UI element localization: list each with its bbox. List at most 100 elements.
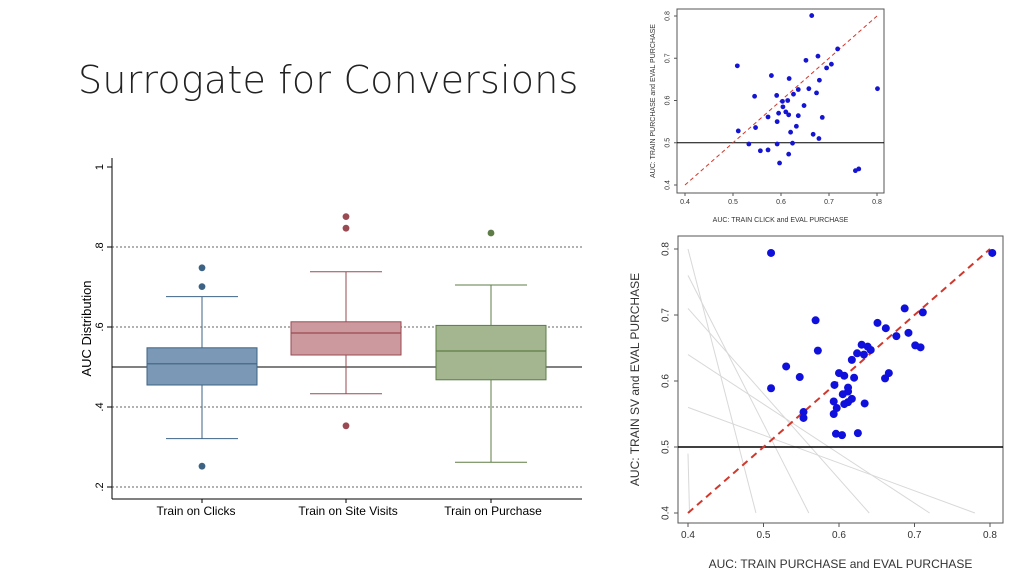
scatter-point [838, 431, 847, 440]
scatter-point [904, 328, 913, 337]
x-tick-label: 0.8 [872, 199, 882, 206]
scatter-point [892, 332, 901, 341]
box-body [146, 347, 258, 386]
y-tick-label: 0.6 [661, 374, 672, 388]
scatter-point [793, 123, 799, 129]
y-axis-label: AUC: TRAIN PURCHASE and EVAL PURCHASE [650, 24, 657, 178]
x-tick-label: 0.5 [728, 199, 738, 206]
x-tick-label: Train on Purchase [444, 504, 542, 518]
scatter-point [734, 63, 740, 69]
scatter-point [746, 141, 752, 147]
scatter-point [853, 168, 858, 174]
background-line [687, 406, 976, 514]
background-line [687, 248, 757, 514]
scatter-point [847, 394, 856, 403]
x-tick-label: 0.6 [776, 199, 786, 206]
outlier-point [487, 229, 495, 237]
scatter-point [799, 413, 808, 422]
y-tick-label: 1 [94, 164, 106, 170]
scatter-point [806, 86, 812, 92]
y-tick-label: 0.7 [664, 53, 671, 63]
scatter-point [881, 324, 890, 333]
y-tick-label: .4 [94, 402, 106, 411]
scatter-point [795, 373, 804, 382]
scatter-point [735, 128, 741, 134]
scatter-point [832, 404, 841, 413]
scatter-point [809, 13, 815, 18]
scatter-point [835, 46, 841, 52]
scatter-point [853, 429, 862, 438]
scatter-point [814, 90, 819, 96]
y-axis-label: AUC Distribution [79, 280, 94, 376]
diagonal-reference-line [687, 248, 991, 514]
box-0 [146, 264, 258, 470]
scatter-point [795, 87, 801, 92]
scatter-point [752, 93, 757, 99]
scatter-point [866, 345, 875, 354]
scatter-point [786, 151, 792, 157]
scatter-point [767, 384, 776, 393]
x-tick-label: 0.8 [983, 530, 997, 541]
y-tick-label: 0.4 [664, 180, 671, 190]
scatter-point [774, 119, 780, 125]
scatter-point [788, 129, 793, 135]
scatter-point [817, 77, 822, 83]
scatter-point [831, 429, 840, 438]
scatter-point [824, 65, 829, 71]
outlier-point [198, 283, 206, 290]
x-tick-label: Train on Clicks [157, 504, 236, 518]
scatter-point [988, 248, 997, 257]
y-tick-label: 0.5 [661, 440, 672, 454]
y-tick-label: 0.4 [661, 506, 672, 520]
outlier-point [342, 224, 350, 232]
scatter-point [776, 110, 781, 116]
x-tick-label: 0.7 [824, 199, 834, 206]
scatter-point [840, 400, 849, 409]
scatter-point [799, 408, 808, 417]
y-axis-label: AUC: TRAIN SV and EVAL PURCHASE [628, 273, 642, 486]
y-tick-label: .8 [94, 242, 106, 251]
scatter-point [786, 112, 792, 118]
x-tick-label: 0.6 [832, 530, 846, 541]
scatter-point [840, 371, 849, 380]
scatter-point [774, 141, 780, 147]
scatter-point [859, 350, 868, 359]
scatter-point [782, 362, 791, 371]
scatter-point [780, 104, 786, 110]
x-tick-label: 0.4 [681, 530, 695, 541]
outlier-point [198, 462, 206, 470]
scatter-point [875, 86, 880, 92]
scatter-point [803, 57, 809, 63]
scatter-point [853, 349, 862, 358]
scatter-point [785, 98, 791, 103]
scatter-point [816, 136, 822, 141]
scatter-point [900, 304, 909, 313]
scatter-point [829, 410, 838, 418]
scatter-point [795, 113, 801, 119]
y-tick-label: .6 [94, 322, 106, 331]
scatter-point [860, 399, 869, 408]
outlier-point [198, 264, 206, 272]
scatter-point [780, 98, 785, 104]
scatter-point [847, 355, 856, 364]
scatter-point [783, 109, 789, 115]
scatter-point [881, 374, 890, 383]
scatter-point [829, 397, 838, 406]
scatter-point [791, 91, 796, 97]
x-axis-label: AUC: TRAIN CLICK and EVAL PURCHASE [713, 217, 849, 224]
scatter-point [918, 308, 927, 317]
scatter-point [769, 73, 774, 78]
scatter-point [857, 340, 866, 349]
scatter-point [767, 248, 776, 257]
scatter-point [786, 76, 792, 81]
plot-frame [677, 235, 1004, 524]
scatter-point [813, 346, 822, 355]
x-tick-label: 0.5 [757, 530, 771, 541]
slide-title: Surrogate for Conversions [78, 58, 579, 102]
x-tick-label: 0.4 [680, 199, 690, 206]
scatter-point [811, 316, 820, 325]
scatter-point [757, 148, 763, 154]
background-line [687, 354, 930, 514]
